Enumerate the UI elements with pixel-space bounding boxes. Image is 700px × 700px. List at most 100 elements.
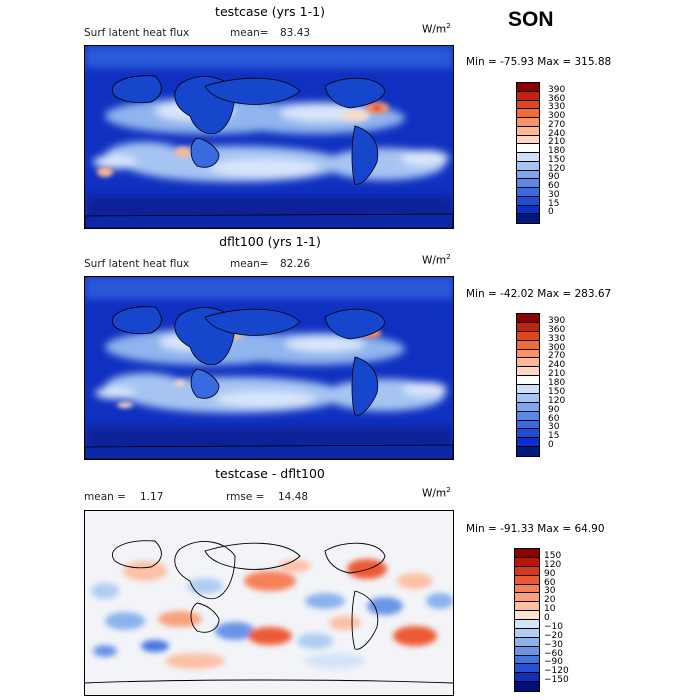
panel-min-max: Min = -91.33 Max = 64.90 (466, 523, 605, 535)
colorbar-swatch (515, 655, 539, 665)
panel-units: W/m2 (422, 253, 451, 267)
colorbar-tick-label: −10 (544, 621, 563, 632)
colorbar-tick-label: 0 (548, 440, 554, 451)
colorbar-tick-label: 240 (548, 360, 566, 371)
colorbar-tick-label: 90 (548, 172, 560, 183)
colorbar-tick-label: −120 (544, 666, 569, 677)
panel-mean-value: 83.43 (280, 27, 311, 39)
colorbar-swatch (517, 118, 539, 127)
colorbar-swatch (517, 109, 539, 118)
colorbar-swatch (517, 135, 539, 145)
panel-units: W/m2 (422, 22, 451, 36)
panel-rmse-label: rmse = (226, 491, 265, 503)
panel-title-dflt100: dflt100 (yrs 1-1) (219, 234, 321, 249)
colorbar-tick-label: −150 (544, 675, 569, 686)
colorbar-swatch (517, 447, 539, 456)
colorbar-tick-label: −60 (544, 648, 563, 659)
colorbar-swatch (517, 331, 539, 341)
colorbar-swatch (517, 314, 539, 323)
map-panel-difference (84, 510, 454, 696)
panel-mean-label: mean= (230, 258, 269, 270)
colorbar-tick-label: 360 (548, 324, 566, 335)
colorbar-swatch (515, 611, 539, 620)
colorbar-tick-label: 180 (548, 146, 566, 156)
colorbar-swatch (515, 682, 539, 691)
colorbar-tick-label: −90 (544, 657, 563, 668)
panel-variable-label: Surf latent heat flux (84, 258, 190, 270)
colorbar-tick-label: 330 (548, 102, 566, 113)
colorbar-swatch (515, 593, 539, 603)
colorbar-tick-label: 330 (548, 333, 566, 344)
colorbar-swatch (517, 126, 539, 136)
colorbar-swatch (515, 673, 539, 683)
colorbar-dflt100 (516, 313, 540, 457)
colorbar-labels-testcase: 390 360 330 300 270 240 210 180 150 120 90 60 30 15 0 (548, 82, 588, 222)
colorbar-swatch (515, 664, 539, 674)
colorbar-swatch (515, 549, 539, 558)
colorbar-swatch (517, 153, 539, 162)
colorbar-tick-label: 300 (548, 342, 566, 353)
colorbar-tick-label: 120 (548, 395, 566, 406)
colorbar-tick-label: 300 (548, 111, 566, 121)
panel-min-max: Min = -75.93 Max = 315.88 (466, 56, 612, 68)
colorbar-difference (514, 548, 540, 692)
map-difference-svg (85, 511, 453, 695)
colorbar-swatch (517, 429, 539, 439)
colorbar-tick-label: −20 (544, 630, 563, 641)
colorbar-tick-label: 390 (548, 315, 566, 326)
colorbar-labels-difference: 150 120 90 60 30 20 10 0 −10 −20 −30 −60 −90 −120 −150 (544, 548, 588, 690)
colorbar-swatch (517, 196, 539, 206)
colorbar-tick-label: 30 (548, 189, 560, 200)
colorbar-swatch (517, 420, 539, 430)
colorbar-swatch (515, 628, 539, 638)
colorbar-swatch (515, 637, 539, 647)
colorbar-swatch (517, 385, 539, 394)
colorbar-tick-label: 30 (548, 422, 560, 433)
colorbar-tick-label: 60 (548, 413, 560, 424)
colorbar-swatch (517, 340, 539, 350)
colorbar-tick-label: 60 (548, 181, 560, 191)
colorbar-tick-label: 390 (548, 84, 566, 95)
map-dflt100-svg (85, 277, 453, 459)
colorbar-swatch (517, 376, 539, 385)
map-panel-testcase (84, 45, 454, 229)
map-panel-dflt100 (84, 276, 454, 460)
panel-mean-label: mean= (230, 27, 269, 39)
colorbar-swatch (517, 411, 539, 421)
colorbar-tick-label: 180 (548, 378, 566, 388)
colorbar-tick-label: 30 (544, 586, 556, 597)
colorbar-swatch (517, 438, 539, 448)
colorbar-tick-label: 0 (544, 613, 550, 623)
colorbar-swatch (517, 402, 539, 412)
colorbar-tick-label: −30 (544, 639, 563, 650)
colorbar-tick-label: 120 (544, 559, 562, 570)
panel-mean-value: 82.26 (280, 258, 311, 270)
panel-title-difference: testcase - dflt100 (215, 466, 325, 481)
colorbar-tick-label: 210 (548, 137, 566, 148)
colorbar-tick-label: 15 (548, 198, 560, 209)
colorbar-swatch (517, 100, 539, 110)
colorbar-swatch (517, 188, 539, 197)
colorbar-tick-label: 90 (548, 404, 560, 415)
colorbar-tick-label: 150 (544, 550, 562, 561)
colorbar-swatch (517, 367, 539, 377)
panel-min-max: Min = -42.02 Max = 283.67 (466, 288, 612, 300)
colorbar-swatch (515, 602, 539, 612)
colorbar-tick-label: 10 (544, 604, 556, 615)
colorbar-swatch (515, 566, 539, 576)
colorbar-swatch (517, 161, 539, 171)
colorbar-tick-label: 240 (548, 128, 566, 139)
colorbar-tick-label: 150 (548, 154, 566, 165)
colorbar-swatch (517, 83, 539, 92)
colorbar-testcase (516, 82, 540, 224)
colorbar-tick-label: 150 (548, 386, 566, 397)
colorbar-swatch (517, 322, 539, 332)
colorbar-tick-label: 90 (544, 568, 556, 579)
colorbar-swatch (517, 91, 539, 101)
colorbar-labels-dflt100: 390 360 330 300 270 240 210 180 150 120 90 60 30 15 0 (548, 313, 588, 455)
colorbar-tick-label: 60 (544, 577, 556, 588)
colorbar-swatch (517, 144, 539, 153)
season-label: SON (508, 8, 554, 31)
panel-mean-value: 1.17 (140, 491, 164, 503)
colorbar-swatch (517, 349, 539, 359)
